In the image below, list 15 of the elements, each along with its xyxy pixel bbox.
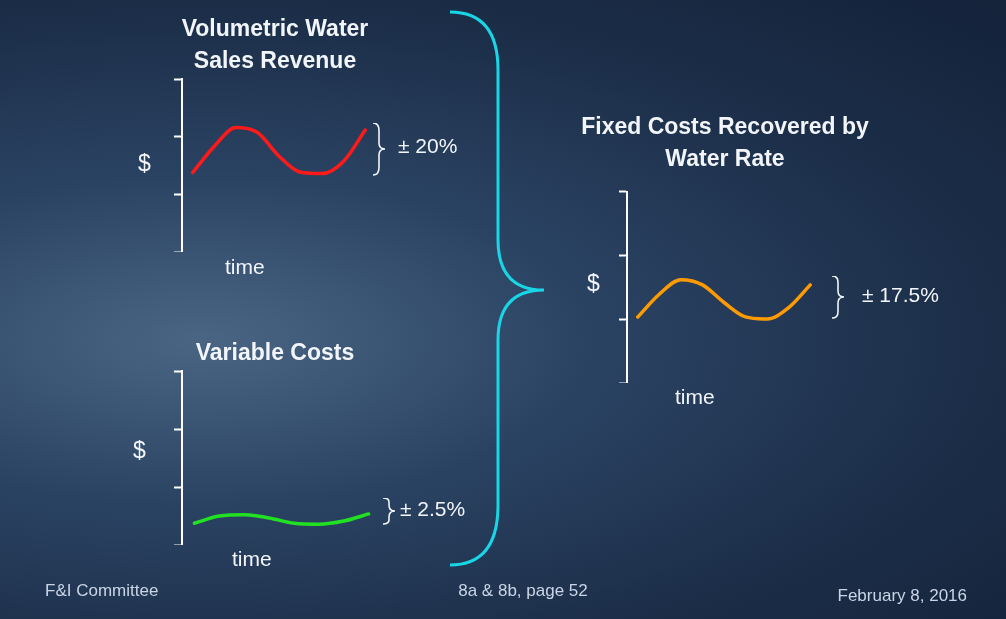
text: ± 17.5% — [862, 283, 939, 307]
text: ± 2.5% — [400, 497, 466, 521]
chart-title: Fixed Costs Recovered by Water Rate — [580, 112, 870, 173]
y-axis-title: $ — [587, 270, 600, 297]
y-axis-title: $ — [138, 150, 151, 177]
x-axis-title: time — [232, 547, 272, 571]
x-axis-title: time — [225, 255, 265, 279]
text: ± 20% — [398, 134, 458, 158]
chart-title: Variable Costs — [194, 338, 356, 367]
text: 8a & 8b, page 52 — [457, 581, 589, 601]
text: F&I Committee — [45, 581, 159, 601]
y-axis-title: $ — [133, 437, 146, 464]
text: February 8, 2016 — [836, 586, 967, 606]
x-axis-title: time — [675, 385, 715, 409]
chart-title: Volumetric Water Sales Revenue — [180, 14, 370, 75]
